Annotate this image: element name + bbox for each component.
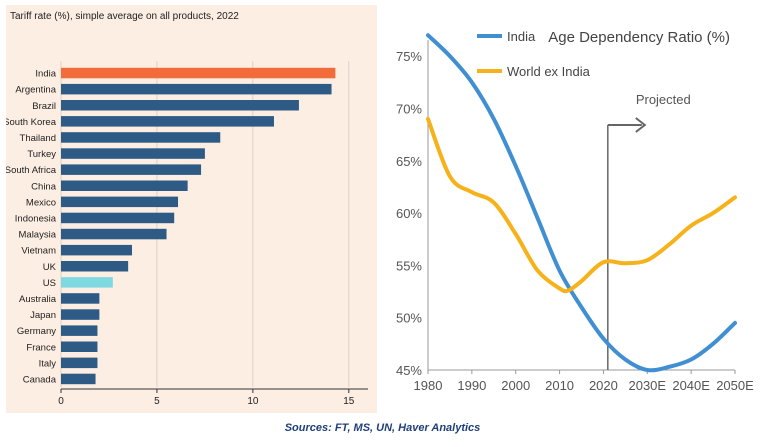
line-chart-title: Age Dependency Ratio (%)	[548, 29, 730, 46]
x-tick-label: 2050E	[716, 378, 754, 393]
category-label: Brazil	[32, 101, 56, 112]
bar-indonesia	[61, 212, 175, 224]
bar-france	[61, 341, 98, 352]
bar-italy	[61, 357, 98, 369]
category-label: Malaysia	[19, 230, 57, 241]
category-label: France	[26, 342, 56, 353]
y-tick-label: 60%	[396, 206, 422, 221]
x-tick-label: 2010	[545, 378, 574, 393]
bar-us	[61, 277, 113, 288]
y-tick-label: 45%	[396, 363, 422, 378]
age-dependency-line-chart: 45% 50% 55% 60% 65% 70% 75% 1980 1990 2000 2010 202…	[396, 29, 754, 393]
bar-mexico	[61, 196, 179, 208]
bar-argentina	[61, 83, 332, 95]
category-label: Indonesia	[15, 213, 57, 224]
category-label: Turkey	[27, 149, 56, 160]
bar-brazil	[61, 100, 299, 111]
bar-india	[61, 67, 336, 79]
category-label: Mexico	[26, 197, 56, 208]
series-line-india	[426, 33, 737, 373]
tariff-chart-title: Tariff rate (%), simple average on all p…	[10, 11, 239, 22]
x-tick-label: 1990	[457, 378, 486, 393]
bar-south-africa	[61, 164, 202, 175]
series-line-world-ex-india	[426, 116, 737, 294]
category-label: US	[43, 278, 56, 289]
category-label: Argentina	[15, 85, 56, 96]
bar-canada	[61, 373, 96, 385]
sources-footnote: Sources: FT, MS, UN, Haver Analytics	[284, 422, 481, 434]
bar-malaysia	[61, 228, 167, 240]
category-label: Vietnam	[21, 246, 56, 257]
bar-japan	[61, 309, 100, 320]
y-tick-label: 70%	[396, 101, 422, 116]
x-tick-label: 2030E	[628, 378, 666, 393]
category-label: China	[31, 181, 57, 192]
bar-australia	[61, 293, 100, 304]
x-tick-label: 5	[154, 396, 160, 407]
bar-south-korea	[61, 116, 274, 127]
x-tick-label: 1980	[414, 378, 443, 393]
x-tick-label: 2040E	[672, 378, 710, 393]
category-label: Italy	[39, 358, 57, 369]
bar-china	[61, 180, 188, 191]
x-tick-label: 10	[247, 396, 259, 407]
category-label: India	[35, 69, 56, 80]
bar-thailand	[61, 132, 221, 143]
category-label: South Korea	[6, 117, 57, 128]
legend-label: India	[507, 29, 536, 44]
bar-turkey	[61, 148, 205, 159]
y-tick-label: 55%	[396, 258, 422, 273]
category-label: Canada	[23, 374, 57, 385]
bar-vietnam	[61, 244, 132, 256]
y-tick-label: 50%	[396, 311, 422, 326]
y-tick-label: 65%	[396, 154, 422, 169]
legend-label: World ex India	[507, 64, 591, 79]
x-tick-label: 2020	[589, 378, 618, 393]
bar-uk	[61, 261, 129, 272]
category-label: Japan	[30, 310, 56, 321]
category-label: Thailand	[20, 133, 56, 144]
category-label: Germany	[17, 326, 56, 337]
category-label: Australia	[19, 294, 57, 305]
x-tick-label: 15	[343, 396, 355, 407]
projected-arrow-head	[635, 117, 647, 133]
y-tick-label: 75%	[396, 49, 422, 64]
x-tick-label: 0	[58, 396, 64, 407]
projected-annotation: Projected	[636, 92, 691, 107]
bar-germany	[61, 325, 98, 336]
tariff-bar-chart: India Argentina Brazil South Korea Thailand T…	[6, 61, 368, 407]
tariff-chart-panel: Tariff rate (%), simple average on all p…	[6, 5, 377, 413]
category-label: South Africa	[6, 165, 57, 176]
category-label: UK	[43, 262, 57, 273]
x-tick-label: 2000	[501, 378, 530, 393]
